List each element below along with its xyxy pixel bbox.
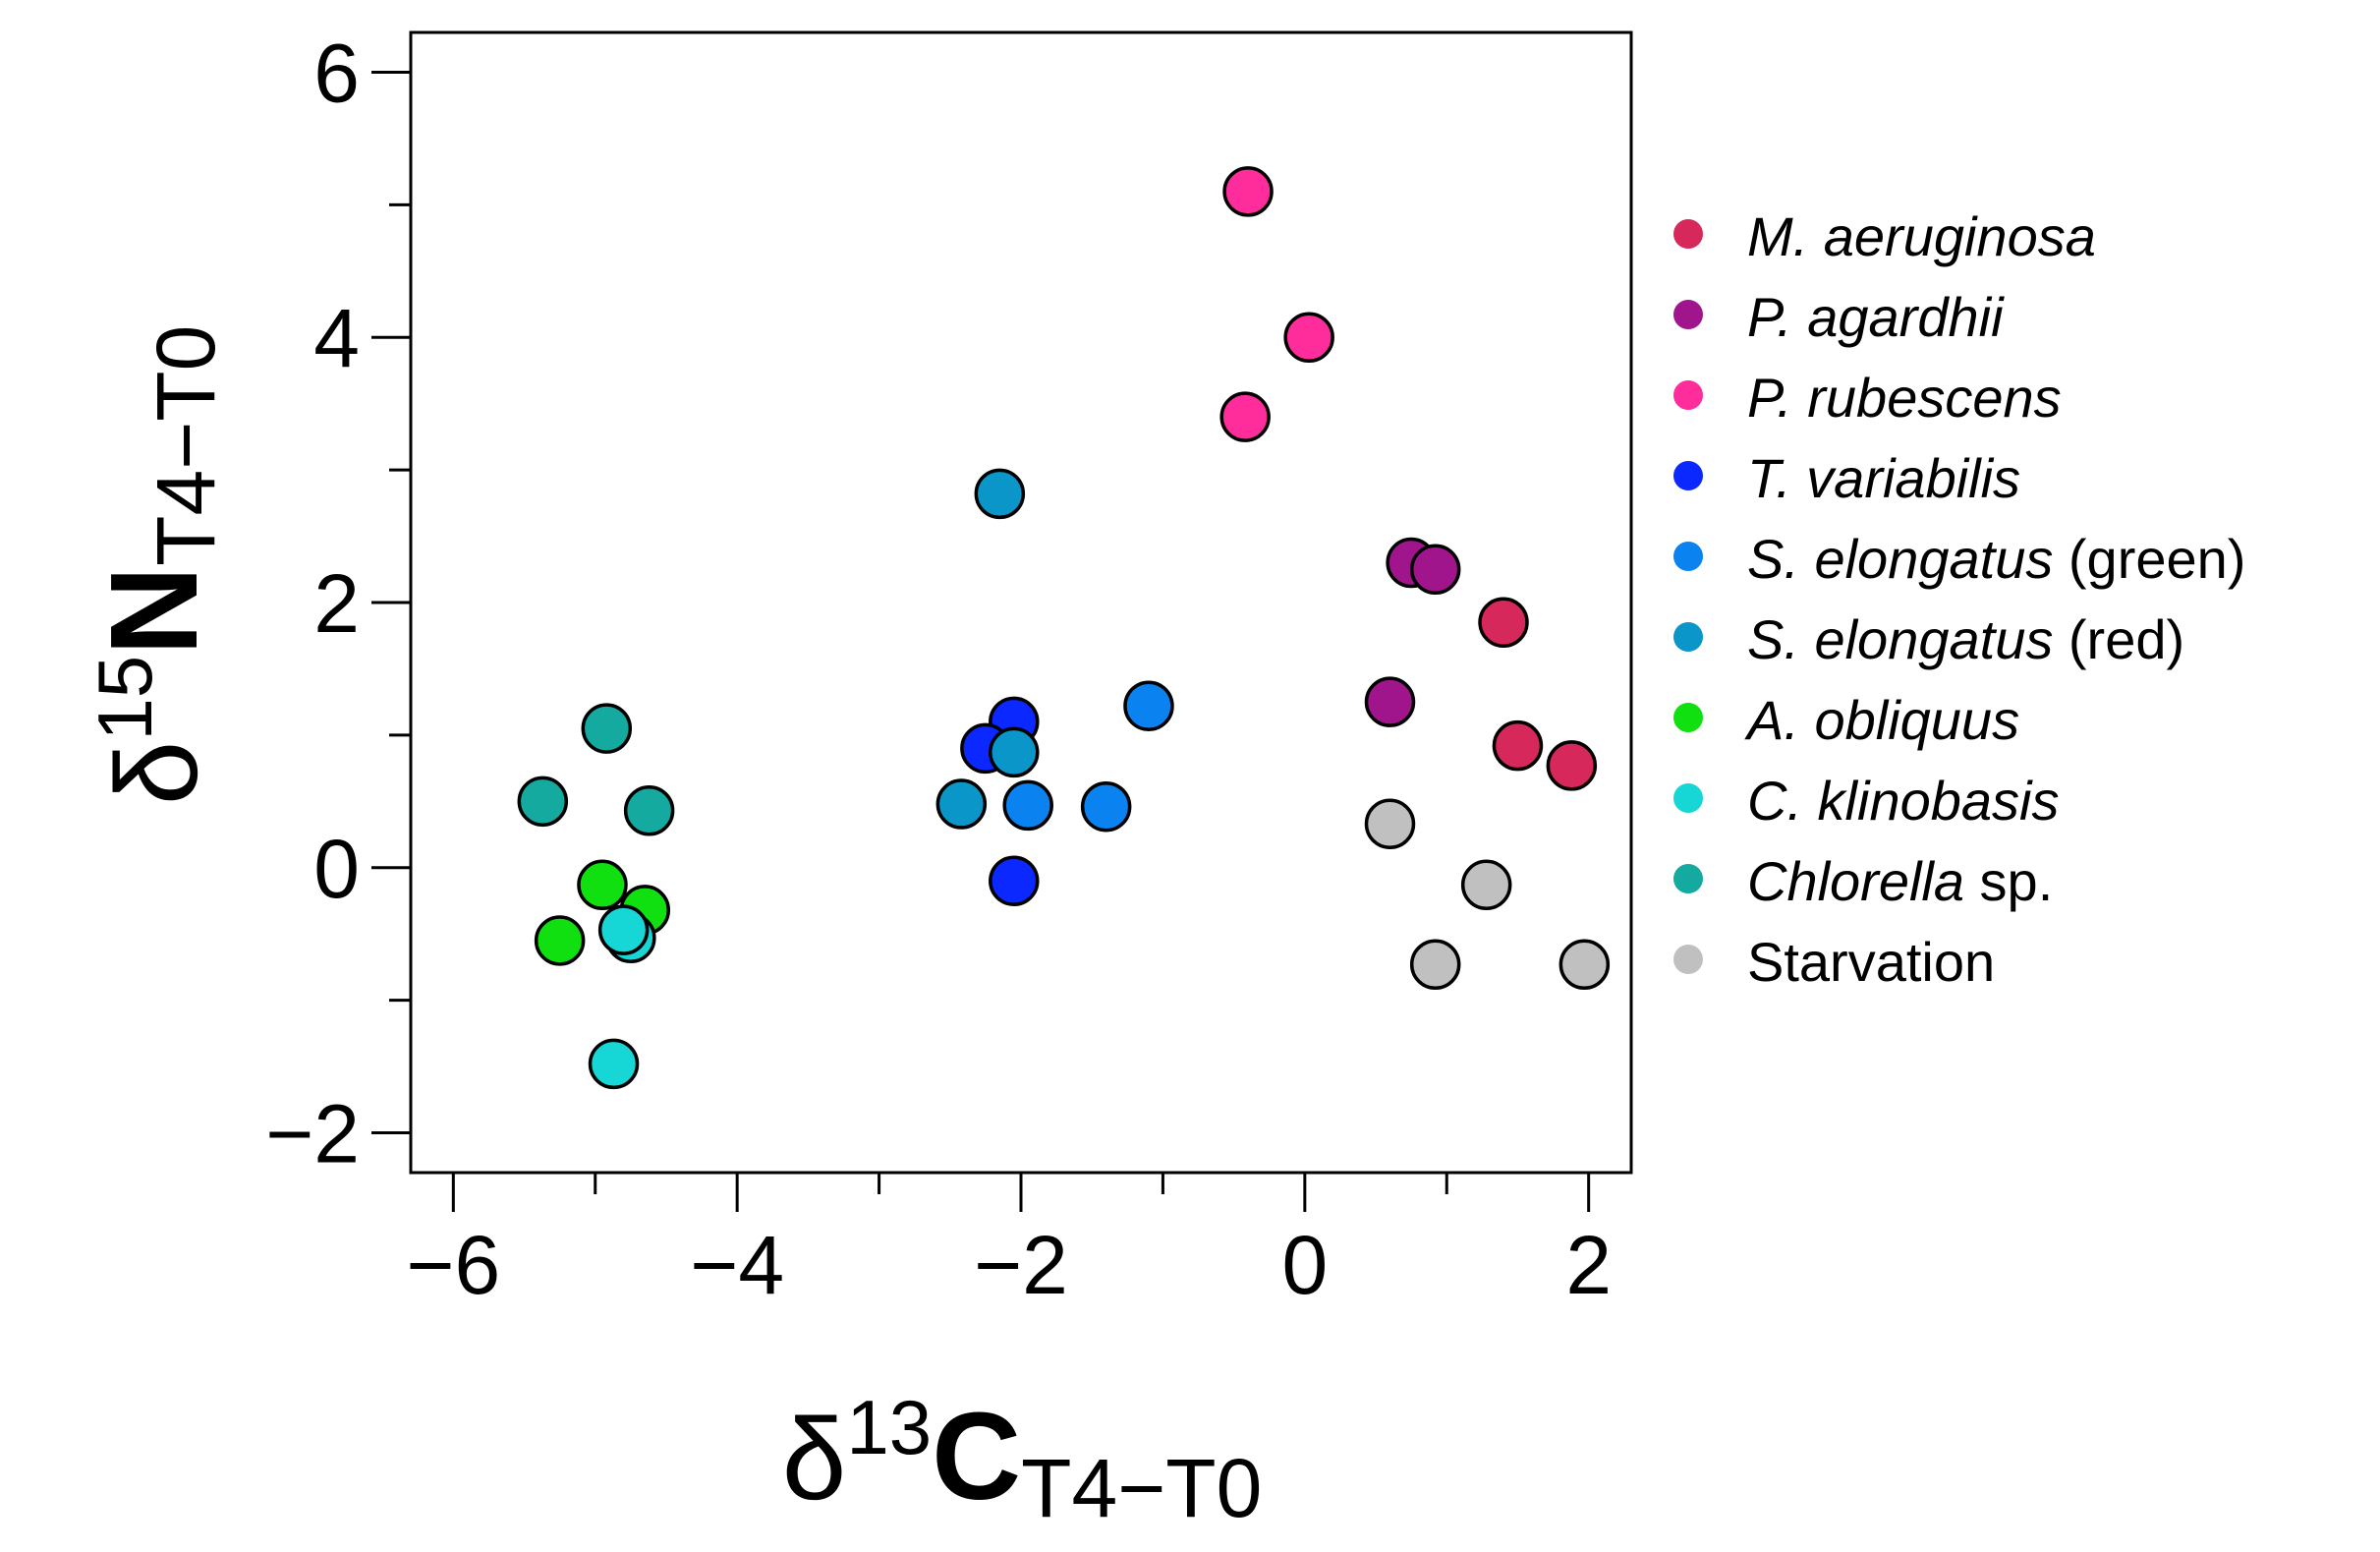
data-point	[1546, 740, 1598, 791]
series-group	[1002, 680, 1174, 833]
legend-item: P. rubescens	[1673, 367, 2062, 429]
y-tick-label: 4	[313, 292, 360, 384]
series-group	[935, 468, 1040, 830]
legend-item: Starvation	[1673, 931, 1995, 993]
legend-label: T. variabilis	[1747, 447, 2020, 509]
legend: M. aeruginosa P. agardhii P. rubescens T. v…	[1673, 205, 2245, 993]
data-point	[577, 859, 628, 911]
legend-label: M. aeruginosa	[1747, 205, 2096, 267]
legend-label: Chlorella sp.	[1747, 850, 2053, 912]
x-axis-title-sub: T4−T0	[1021, 1442, 1262, 1534]
data-point	[623, 785, 675, 836]
series-group	[517, 703, 675, 836]
x-tick-label: −6	[406, 1219, 500, 1311]
legend-item: S. elongatus (green)	[1673, 528, 2245, 590]
data-point	[588, 1038, 640, 1090]
y-axis-title-symbol: δ	[92, 741, 222, 806]
y-tick-label: 0	[313, 823, 360, 915]
legend-item: C. klinobasis	[1673, 770, 2059, 832]
data-point	[1002, 779, 1053, 832]
data-point	[1219, 391, 1271, 442]
legend-marker	[1673, 219, 1703, 249]
legend-item: M. aeruginosa	[1673, 205, 2096, 267]
legend-label: S. elongatus (red)	[1747, 608, 2184, 670]
x-tick-label: 0	[1281, 1219, 1328, 1311]
legend-label: P. rubescens	[1747, 367, 2062, 429]
legend-item: A. obliquus	[1673, 689, 2019, 751]
series-group	[1219, 166, 1334, 442]
x-tick-label: −4	[690, 1219, 784, 1311]
x-axis-title-symbol: δ	[782, 1395, 847, 1524]
data-point	[1080, 780, 1132, 833]
x-axis-title-sup: 13	[846, 1384, 932, 1470]
legend-label: P. agardhii	[1747, 286, 2005, 348]
legend-item: S. elongatus (red)	[1673, 608, 2184, 670]
data-point	[581, 703, 633, 754]
legend-label: A. obliquus	[1744, 689, 2019, 751]
data-point	[517, 776, 569, 828]
y-axis-title-sub: T4−T0	[140, 325, 232, 566]
y-axis-title: δ15NT4−T0	[82, 325, 232, 806]
data-point	[1364, 798, 1416, 850]
data-point	[989, 855, 1040, 907]
y-tick-label: 2	[313, 557, 360, 650]
legend-marker	[1673, 864, 1703, 893]
x-axis-title: δ13CT4−T0	[782, 1384, 1263, 1534]
legend-label: Starvation	[1747, 931, 1995, 993]
legend-item: Chlorella sp.	[1673, 850, 2053, 912]
legend-marker	[1673, 542, 1703, 571]
y-tick-label: −2	[265, 1088, 360, 1180]
legend-marker	[1673, 703, 1703, 732]
data-point	[1222, 166, 1274, 217]
x-tick-label: 2	[1565, 1219, 1612, 1311]
legend-marker	[1673, 945, 1703, 974]
data-point	[534, 915, 586, 966]
data-point	[1283, 312, 1334, 363]
legend-marker	[1673, 461, 1703, 490]
data-point	[1492, 719, 1544, 772]
series-group	[588, 904, 656, 1090]
data-point	[974, 468, 1026, 520]
data-point	[1123, 680, 1174, 731]
data-point	[1364, 676, 1416, 727]
y-axis-title-main: N	[85, 566, 223, 656]
legend-item: T. variabilis	[1673, 447, 2020, 509]
data-point	[1558, 939, 1611, 990]
legend-label: C. klinobasis	[1747, 770, 2059, 832]
data-point	[1460, 859, 1512, 911]
legend-marker	[1673, 622, 1703, 652]
axes: −6 −4 −2 0 2 −2 0 2 4 6	[265, 27, 1612, 1311]
y-tick-label: 6	[313, 27, 360, 119]
x-tick-label: −2	[974, 1219, 1068, 1311]
series-group	[1364, 537, 1461, 727]
series-group	[1364, 798, 1611, 990]
legend-marker	[1673, 300, 1703, 329]
legend-item: P. agardhii	[1673, 286, 2005, 348]
y-axis-title-sup: 15	[82, 656, 168, 741]
data-point	[989, 726, 1040, 778]
legend-marker	[1673, 380, 1703, 410]
series-group	[1478, 597, 1598, 791]
data-point	[597, 904, 650, 955]
legend-marker	[1673, 783, 1703, 813]
legend-label: S. elongatus (green)	[1747, 528, 2245, 590]
data-point	[1409, 544, 1461, 596]
data-point	[1478, 597, 1529, 648]
x-axis-title-main: C	[932, 1387, 1021, 1525]
data-point	[1409, 939, 1461, 990]
plot-frame	[409, 30, 1633, 1175]
data-point	[935, 778, 988, 830]
data-points	[517, 166, 1611, 1090]
